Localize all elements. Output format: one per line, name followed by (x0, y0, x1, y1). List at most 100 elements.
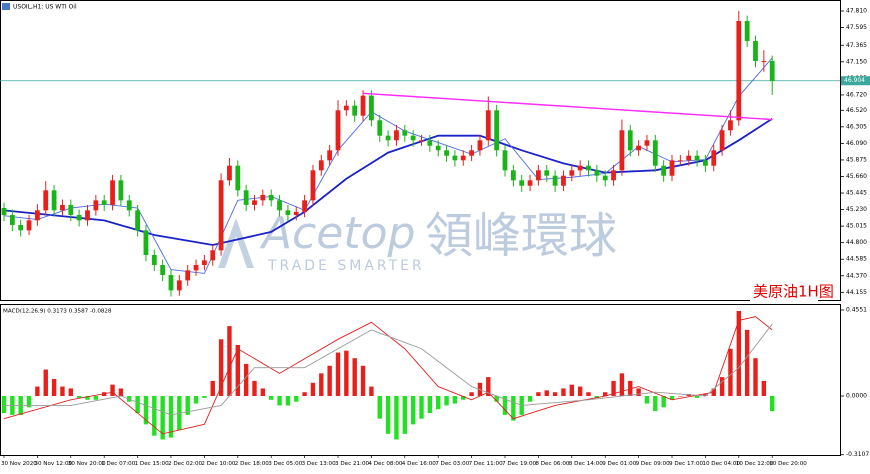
x-tick-label: 30 Nov 12:00 (34, 461, 72, 467)
x-tick-label: 3 Dec 21:00 (335, 461, 370, 467)
candle-body (661, 165, 667, 176)
candle-body (118, 180, 124, 201)
candle-body (485, 110, 491, 141)
watermark-logo (218, 218, 254, 268)
macd-bar (385, 396, 391, 434)
macd-bar (569, 384, 574, 397)
candle-body (302, 200, 307, 212)
macd-bar (544, 390, 549, 397)
candle-body (126, 200, 132, 211)
macd-bar (469, 392, 474, 397)
candle-body (644, 140, 650, 146)
y-tick-label: 44.370 (846, 272, 867, 279)
macd-bar (218, 339, 224, 397)
annotation: 美原油1H图 (753, 283, 834, 301)
macd-bar (185, 396, 190, 415)
candle-body (627, 130, 633, 151)
candle-body (327, 150, 333, 161)
macd-bar (728, 348, 733, 397)
macd-bar (611, 380, 616, 397)
candle-body (677, 160, 683, 162)
candle-body (268, 194, 274, 201)
x-tick-label: 3 Dec 13:00 (302, 461, 337, 467)
x-tick-label: 7 Dec 19:00 (502, 461, 537, 467)
candle-body (160, 264, 166, 275)
x-tick-label: 9 Dec 09:00 (636, 461, 671, 467)
macd-bar (260, 388, 266, 397)
macd-bar (703, 394, 708, 397)
watermark: Acetop 領峰環球 TRADE SMARTER (259, 208, 617, 274)
candle-body (9, 214, 15, 225)
x-tick-label: 1 Dec 07:00 (101, 461, 136, 467)
candle-body (502, 150, 508, 171)
macd-bar (344, 350, 349, 397)
macd-bar (277, 396, 282, 406)
y-tick-label: 47.365 (846, 42, 867, 49)
macd-bar (93, 396, 99, 400)
candle-body (536, 170, 541, 181)
candle-body (686, 155, 692, 161)
macd-bar (76, 396, 82, 398)
candle-body (202, 260, 207, 265)
candle-body (185, 270, 191, 281)
macd-bar (636, 388, 641, 397)
candle-body (586, 165, 591, 171)
candle-body (703, 160, 708, 166)
macd-bar (619, 373, 625, 397)
macd-bar (694, 396, 700, 398)
candle-body (728, 120, 733, 131)
macd-bar (761, 380, 767, 397)
macd-bar (135, 396, 140, 414)
candle-body (293, 211, 299, 215)
x-tick-label: 1 Dec 15:00 (135, 461, 170, 467)
candle-body (360, 95, 366, 116)
macd-bar (235, 344, 240, 397)
macd-bar (661, 396, 666, 408)
macd-bar (527, 396, 533, 402)
candle-body (552, 175, 558, 186)
macd-title: MACD(12,26,9) 0.3173 0.3587 -0.0828 (3, 309, 112, 315)
macd-bar (369, 386, 374, 397)
macd-bar (302, 392, 307, 397)
macd-bar (143, 396, 149, 425)
macd-bar (511, 396, 516, 421)
macd-bar (577, 386, 583, 397)
indicator-line (3, 316, 773, 435)
y-tick-label: 0.4551 (846, 307, 867, 314)
candle-body (719, 130, 725, 151)
candle-body (110, 180, 115, 205)
candle-body (753, 41, 758, 62)
macd-bar (419, 396, 424, 419)
macd-bar (402, 396, 407, 434)
macd-bar (294, 396, 299, 402)
y-tick-label: 47.150 (846, 58, 867, 65)
macd-bar (243, 363, 249, 397)
candle-body (669, 160, 675, 176)
candle-body (577, 165, 583, 171)
macd-bar (285, 396, 291, 406)
candle-body (60, 204, 65, 211)
macd-bar (110, 384, 115, 397)
macd-bar (736, 310, 741, 397)
y-tick-label: 46.520 (846, 107, 867, 114)
y-tick-label: 46.090 (846, 140, 867, 147)
candle-body (285, 210, 291, 215)
macd-bar (210, 380, 215, 397)
candle-body (569, 170, 575, 176)
y-tick-label: 46.720 (846, 91, 867, 98)
macd-bar (669, 396, 675, 400)
candle-body (636, 145, 641, 151)
x-tick-label: 10 Dec 04:00 (702, 461, 740, 467)
candle-body (452, 155, 458, 161)
candle-body (68, 204, 74, 215)
y-tick-label: 44.800 (846, 239, 867, 246)
candle-body (711, 150, 717, 166)
x-tick-label: 3 Dec 05:00 (268, 461, 303, 467)
candle-body (168, 274, 174, 291)
macd-bar (770, 396, 775, 412)
y-tick-label: 45.875 (846, 156, 867, 163)
macd-bar (118, 388, 124, 397)
macd-bar (1, 396, 7, 414)
candle-body (594, 170, 600, 176)
